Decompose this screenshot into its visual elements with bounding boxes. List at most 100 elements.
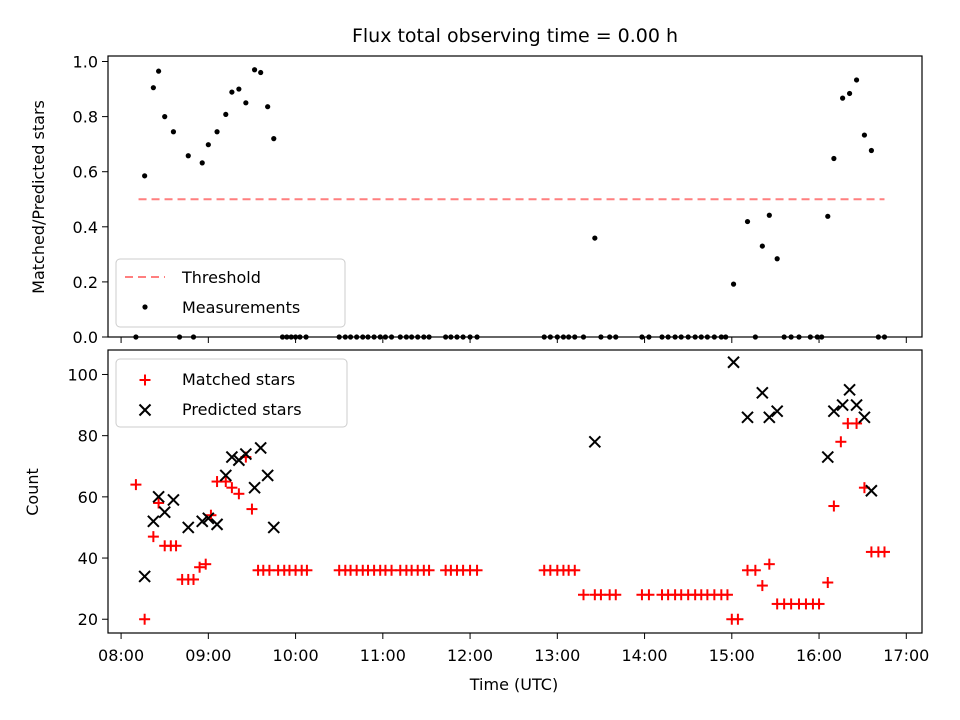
bottom-x-tick-label: 08:00: [98, 646, 144, 665]
predicted-star-point-b: [588, 435, 602, 448]
matched-star-point: [130, 479, 142, 491]
matched-star-point: [851, 417, 863, 429]
predicted-star-point-b: [210, 518, 224, 531]
bottom-legend: Matched stars Predicted stars: [115, 358, 348, 428]
predicted-star-point-b: [727, 356, 740, 369]
predicted-star-point-b: [239, 447, 253, 461]
matched-star-point: [756, 580, 768, 592]
predicted-star-point: [196, 515, 209, 528]
matched-star-point: [246, 503, 258, 515]
matched-star-point: [423, 564, 435, 576]
predicted-star-point-b: [741, 411, 754, 424]
measurement-point: [766, 212, 772, 218]
predicted-star-point: [167, 493, 180, 507]
top-panel: 0.0 0.2 0.4 0.6 0.8 1.0 Matched/Predicted sta…: [29, 53, 923, 347]
predicted-star-point-b: [836, 398, 849, 412]
measurement-point: [156, 68, 162, 74]
predicted-star-point-b: [850, 398, 863, 412]
measurement-point: [150, 85, 156, 91]
predicted-star-point: [756, 386, 769, 400]
predicted-star-point-b: [182, 521, 195, 534]
bottom-y-tick-label: 20: [78, 610, 98, 629]
bottom-y-tick-label: 80: [78, 427, 98, 446]
predicted-star-point-b: [248, 481, 261, 494]
matched-star-point: [835, 436, 847, 448]
top-y-tick-label: 0.4: [73, 218, 98, 237]
measurement-point: [205, 142, 211, 148]
matched-star-point: [233, 488, 245, 500]
matched-star-point: [147, 531, 159, 543]
legend-predicted-marker-b: [138, 403, 152, 417]
predicted-star-point: [158, 505, 171, 519]
top-y-tick-label: 0.0: [73, 328, 98, 347]
matched-star-point: [721, 589, 733, 601]
legend-predicted-swatch: [138, 403, 152, 417]
bottom-legend-frame: [115, 358, 348, 428]
predicted-star-point-b: [202, 512, 215, 525]
matched-star-point: [220, 476, 232, 488]
measurement-point: [840, 95, 846, 101]
predicted-star-point-b: [152, 490, 165, 504]
measurement-point: [236, 86, 242, 92]
matched-star-point: [732, 613, 744, 625]
top-x-ticks: [120, 337, 907, 343]
legend-matched-label: Matched stars: [182, 370, 295, 389]
predicted-star-point: [254, 441, 267, 455]
measurement-point: [846, 90, 853, 97]
top-y-ticks: 0.0 0.2 0.4 0.6 0.8 1.0: [73, 53, 108, 347]
matched-star-point: [200, 558, 212, 570]
legend-matched-marker: [139, 374, 151, 386]
bottom-panel: 20 40 60 80 100 08:00 09:00 10:00 11:00 12:00 13:…: [23, 349, 929, 694]
predicted-star-point: [202, 512, 215, 525]
predicted-star-point-b: [225, 450, 239, 464]
measurement-point: [214, 129, 220, 135]
measurement-point: [142, 173, 148, 179]
measurement-point: [861, 132, 868, 138]
predicted-star-point: [152, 490, 165, 504]
bottom-y-tick-label: 100: [67, 365, 98, 384]
predicted-star-point: [225, 450, 239, 464]
measurement-point: [265, 104, 271, 110]
bottom-x-tick-label: 17:00: [883, 646, 929, 665]
legend-predicted-marker: [138, 403, 152, 417]
measurement-point: [243, 100, 249, 106]
matched-star-point: [828, 500, 840, 512]
matched-star-point: [569, 564, 581, 576]
predicted-star-point: [741, 411, 754, 424]
matched-star-point: [301, 564, 313, 576]
measurement-point: [185, 153, 191, 159]
predicted-star-point-b: [858, 411, 871, 424]
predicted-star-point: [858, 411, 871, 424]
matched-star-point: [749, 564, 761, 576]
predicted-star-point-b: [756, 386, 769, 400]
matched-star-point: [471, 564, 483, 576]
matched-star-point: [610, 589, 622, 601]
matched-star-point: [170, 540, 182, 552]
predicted-star-point: [770, 404, 784, 418]
top-legend-frame: [115, 258, 346, 328]
matched-star-point: [188, 573, 200, 585]
predicted-star-point-b: [219, 469, 232, 482]
predicted-star-point-b: [763, 411, 776, 424]
bottom-y-axis-label: Count: [23, 468, 42, 516]
chart-title: Flux total observing time = 0.00 h: [352, 25, 678, 47]
matched-star-point: [822, 577, 834, 589]
bottom-x-axis-label: Time (UTC): [469, 675, 558, 694]
top-legend: Threshold Measurements: [115, 258, 346, 328]
predicted-star-point: [727, 356, 740, 369]
measurement-point: [825, 213, 831, 219]
legend-matched-swatch: [139, 374, 151, 386]
bottom-x-tick-label: 16:00: [796, 646, 842, 665]
predicted-star-point: [138, 570, 151, 583]
predicted-star-point: [843, 383, 856, 396]
predicted-stars-points: [138, 356, 878, 583]
top-y-tick-label: 0.2: [73, 273, 98, 292]
predicted-star-point: [588, 435, 602, 448]
legend-threshold-label: Threshold: [181, 268, 261, 287]
measurement-point: [170, 129, 177, 135]
matched-star-point: [763, 558, 775, 570]
legend-measurements-label: Measurements: [182, 298, 300, 317]
measurement-point: [730, 281, 737, 287]
predicted-star-point: [827, 404, 841, 418]
